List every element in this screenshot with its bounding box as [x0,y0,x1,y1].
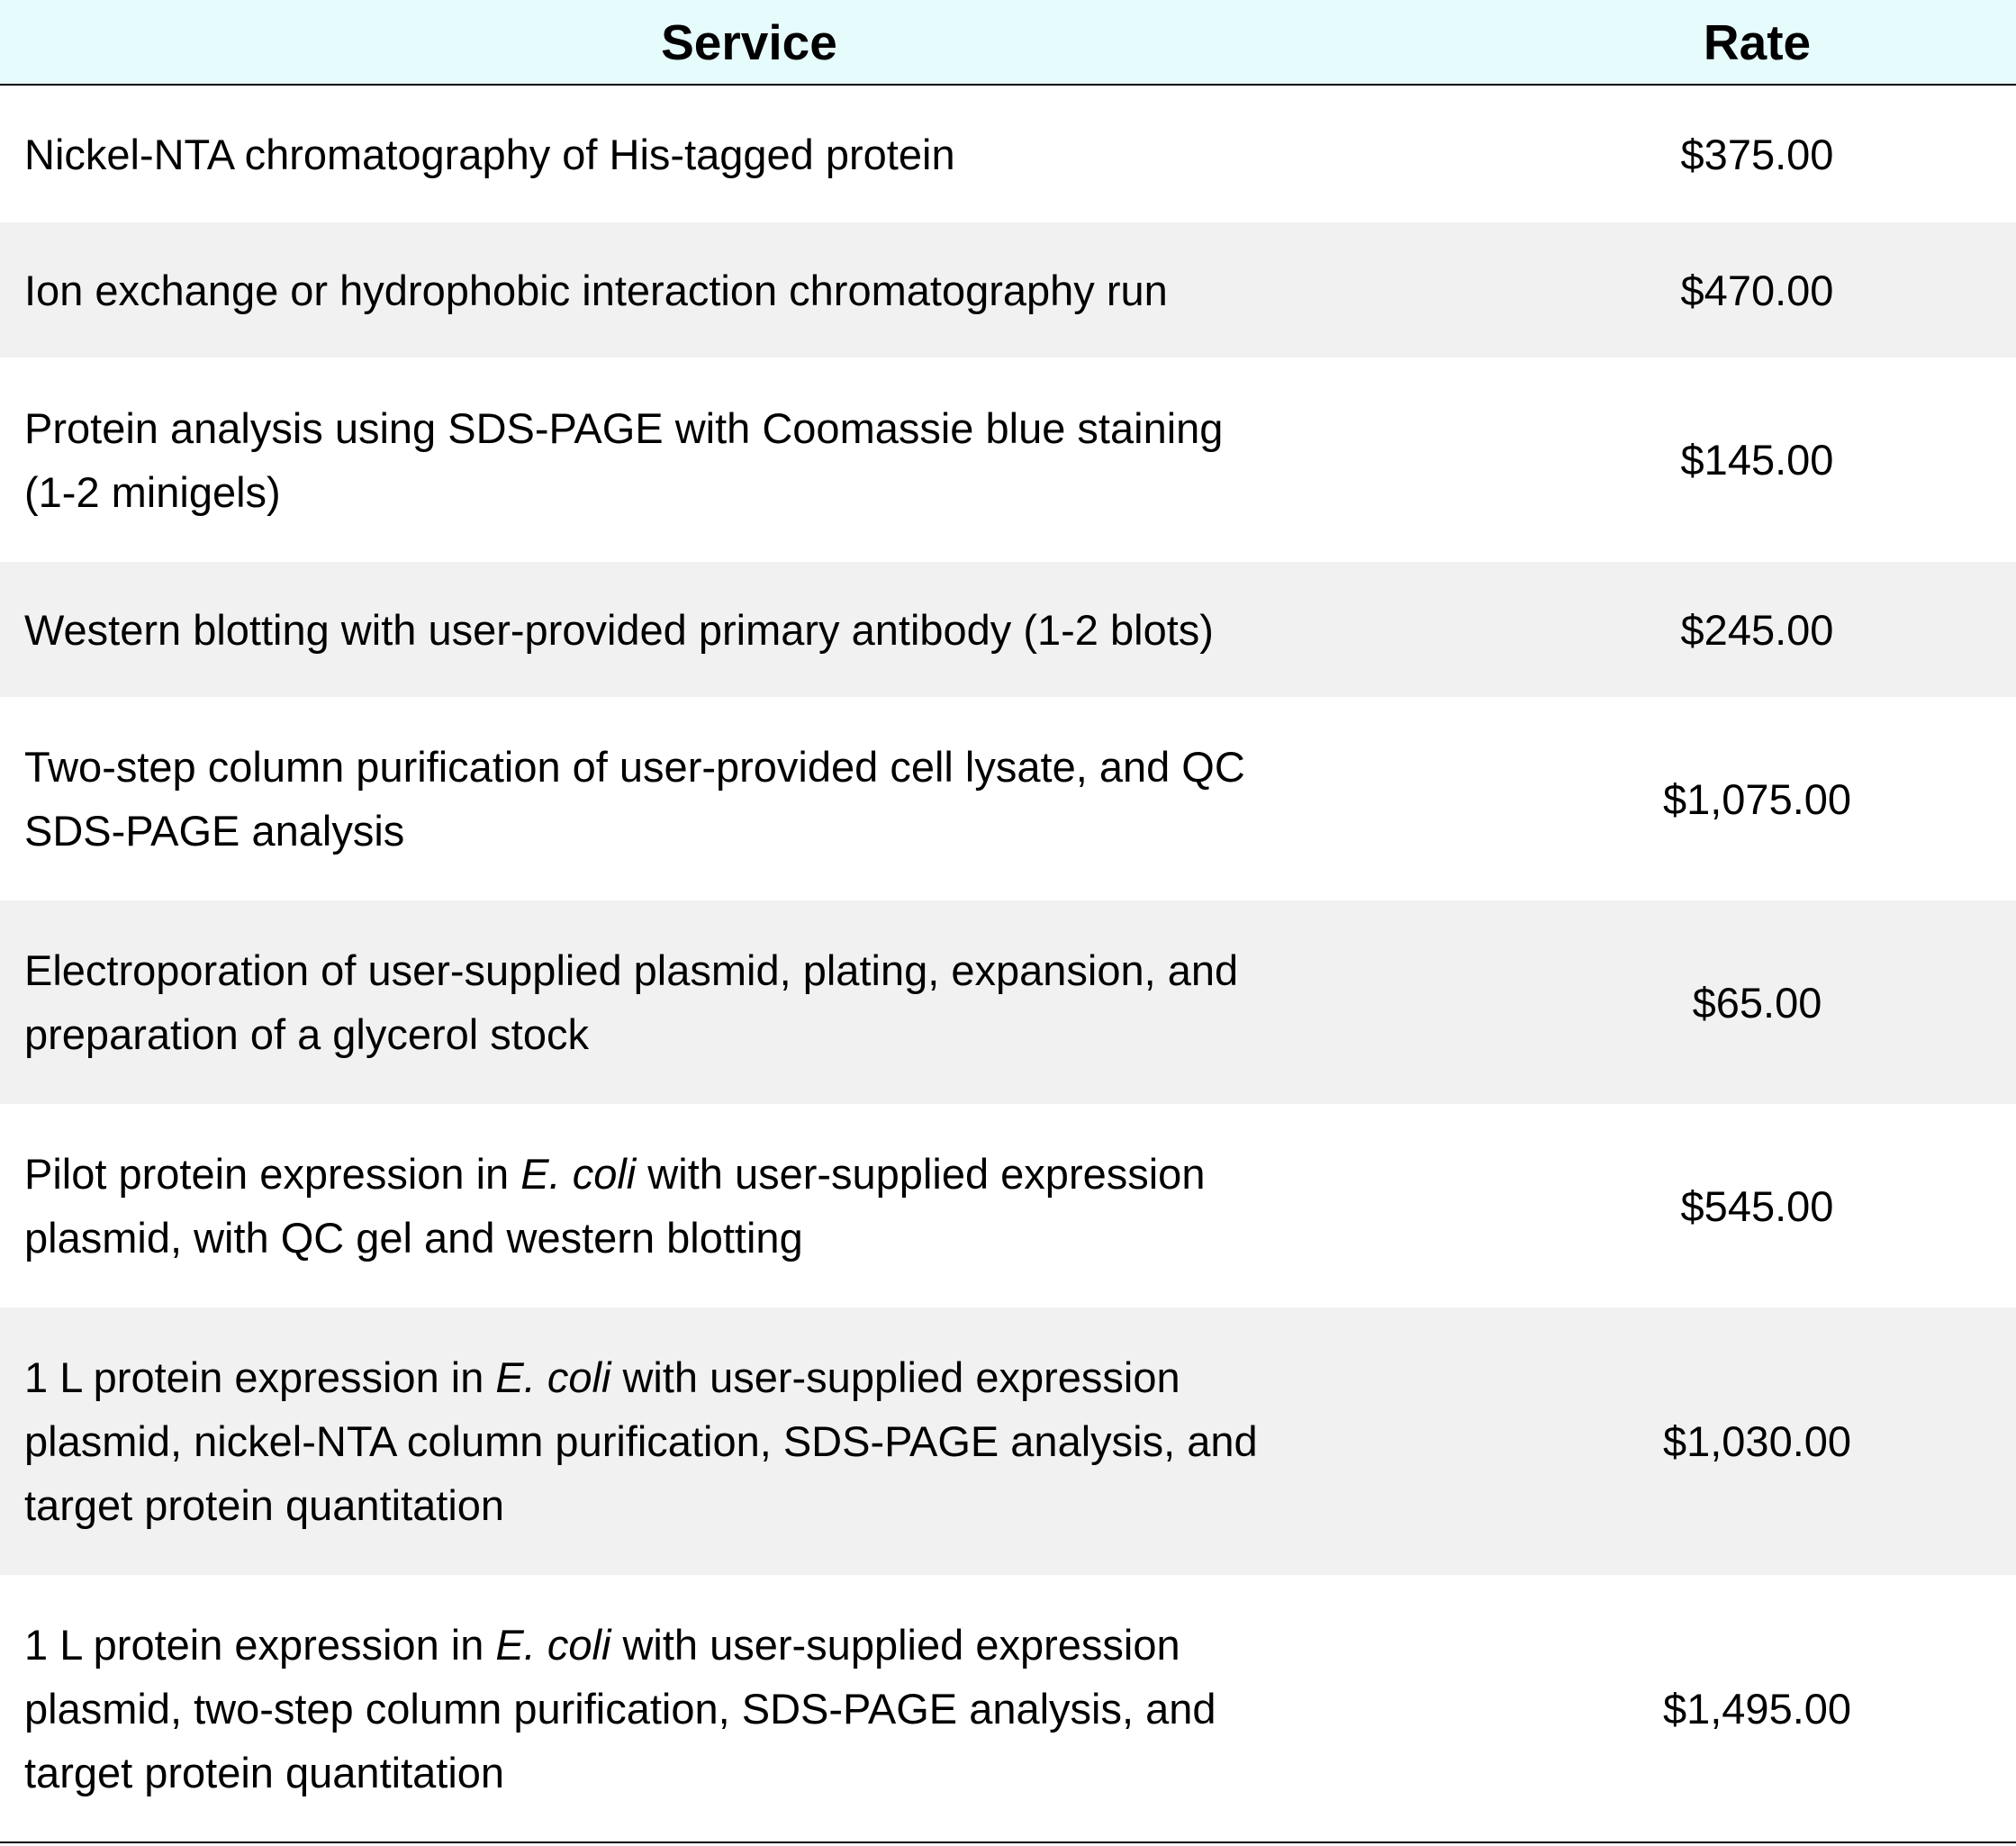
service-cell: Two-step column purification of user-pro… [24,697,1501,900]
service-text-part: Pilot protein expression in [24,1150,521,1198]
service-text-line: Two-step column purification of user-pro… [24,743,1245,791]
service-cell: 1 L protein expression in E. coli with u… [24,1575,1501,1841]
service-cell: Nickel-NTA chromatography of His-tagged … [24,86,1501,222]
rate-cell: $145.00 [1680,436,1834,484]
service-cell: Ion exchange or hydrophobic interaction … [24,222,1501,357]
service-text-part: 1 L protein expression in [24,1353,496,1401]
table-row: 1 L protein expression in E. coli with u… [0,1308,2016,1575]
rate-cell: $545.00 [1680,1181,1834,1230]
service-text-line: SDS-PAGE analysis [24,807,405,855]
table-header: Service Rate [0,0,2016,86]
rate-cell: $245.00 [1680,605,1834,654]
service-cell: Pilot protein expression in E. coli with… [24,1104,1501,1308]
header-rate: Rate [1703,14,1812,70]
service-text-line: Pilot protein expression in E. coli with… [24,1142,1205,1206]
table-row: Western blotting with user-provided prim… [0,562,2016,697]
service-text-line: 1 L protein expression in E. coli with u… [24,1345,1258,1409]
service-text-line: Protein analysis using SDS-PAGE with Coo… [24,403,1224,452]
rate-cell: $1,075.00 [1662,774,1852,823]
service-text-part: 1 L protein expression in [24,1620,496,1669]
service-text-line: target protein quantitation [24,1748,505,1796]
organism-name: E. coli [520,1150,637,1198]
service-text-part: with user-supplied expression [636,1150,1206,1198]
service-text-line: Electroporation of user-supplied plasmid… [24,946,1239,994]
organism-name: E. coli [495,1353,611,1401]
table-row: Nickel-NTA chromatography of His-tagged … [0,86,2016,222]
service-text-line: plasmid, nickel-NTA column purification,… [24,1417,1258,1465]
service-cell: Protein analysis using SDS-PAGE with Coo… [24,357,1501,562]
table-row: 1 L protein expression in E. coli with u… [0,1575,2016,1841]
service-text-line: plasmid, two-step column purification, S… [24,1684,1216,1733]
rate-cell: $1,495.00 [1662,1684,1852,1733]
service-text-part: with user-supplied expression [610,1620,1180,1669]
service-cell: 1 L protein expression in E. coli with u… [24,1308,1501,1575]
table-row: Ion exchange or hydrophobic interaction … [0,222,2016,357]
service-text: Western blotting with user-provided prim… [24,605,1214,654]
service-text: Ion exchange or hydrophobic interaction … [24,266,1168,314]
table-bottom-rule [0,1841,2016,1843]
service-text-line: plasmid, with QC gel and western blottin… [24,1214,803,1262]
service-cell: Electroporation of user-supplied plasmid… [24,900,1501,1104]
service-text-part: with user-supplied expression [610,1353,1180,1401]
table-row: Protein analysis using SDS-PAGE with Coo… [0,357,2016,562]
table-row: Two-step column purification of user-pro… [0,697,2016,900]
rate-cell: $65.00 [1692,978,1822,1027]
table-row: Pilot protein expression in E. coli with… [0,1104,2016,1308]
service-text-line: (1-2 minigels) [24,467,281,516]
service-text-line: target protein quantitation [24,1481,505,1529]
rate-cell: $470.00 [1680,266,1834,314]
header-service: Service [661,14,837,70]
service-text: Nickel-NTA chromatography of His-tagged … [24,130,955,178]
service-text-line: 1 L protein expression in E. coli with u… [24,1613,1216,1677]
organism-name: E. coli [495,1620,611,1669]
rate-cell: $375.00 [1680,130,1834,178]
table-row: Electroporation of user-supplied plasmid… [0,900,2016,1104]
service-text-line: preparation of a glycerol stock [24,1010,589,1058]
rate-cell: $1,030.00 [1662,1417,1852,1465]
service-cell: Western blotting with user-provided prim… [24,562,1501,697]
